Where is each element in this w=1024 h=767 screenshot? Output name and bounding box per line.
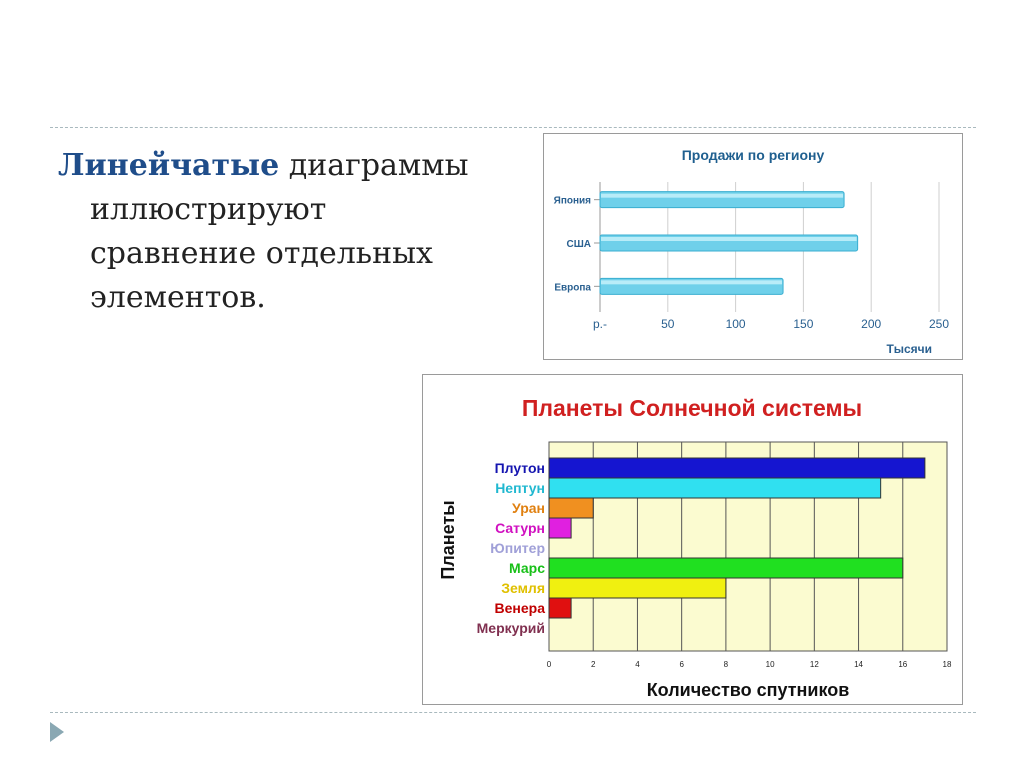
bar — [548, 457, 926, 479]
x-tick-label: 250 — [929, 317, 949, 331]
x-tick-label: 200 — [861, 317, 881, 331]
x-tick-label: 150 — [793, 317, 813, 331]
category-label: Европа — [554, 282, 591, 293]
x-tick-label: 0 — [547, 660, 552, 669]
bar-highlight — [601, 280, 783, 285]
x-tick-label: 14 — [854, 660, 863, 669]
x-axis-label: Тысячи — [887, 342, 932, 356]
sales-by-region-chart: Продажи по региону р.- 50 100 150 200 250 Япони… — [543, 133, 963, 360]
highlight-word: Линейчатые — [58, 148, 280, 183]
sales-chart-svg: Продажи по региону р.- 50 100 150 200 250 Япони… — [554, 147, 950, 356]
x-tick-label: 4 — [635, 660, 640, 669]
bar — [548, 557, 904, 579]
planets-chart-svg: Планеты Солнечной системы 0 2 4 6 8 10 12 14 16 18… — [438, 395, 952, 700]
bar-highlight — [601, 237, 857, 241]
top-divider — [50, 127, 976, 128]
x-tick-label: 12 — [810, 660, 819, 669]
x-tick-label: 2 — [591, 660, 596, 669]
category-label: США — [567, 239, 592, 250]
bar — [548, 597, 572, 619]
text-line-3: сравнение отдельных — [90, 236, 433, 271]
x-tick-label: 16 — [898, 660, 907, 669]
planet-label: Юпитер — [490, 540, 545, 556]
x-tick-label: 18 — [943, 660, 952, 669]
bar — [548, 517, 572, 539]
planet-label: Марс — [509, 560, 545, 576]
x-tick-label: р.- — [593, 317, 607, 331]
planets-chart: Планеты Солнечной системы 0 2 4 6 8 10 12 14 16 18… — [422, 374, 963, 705]
x-tick-label: 6 — [679, 660, 684, 669]
text-line-4: элементов. — [90, 280, 266, 315]
bar — [548, 497, 594, 519]
planet-label: Земля — [501, 580, 545, 596]
x-tick-label: 100 — [726, 317, 746, 331]
next-slide-triangle-icon[interactable] — [50, 722, 64, 742]
bottom-divider — [50, 712, 976, 713]
bar — [548, 477, 882, 499]
chart-title: Продажи по региону — [682, 147, 825, 163]
planet-label: Венера — [495, 600, 546, 616]
chart-title: Планеты Солнечной системы — [522, 395, 862, 421]
x-tick-label: 10 — [766, 660, 775, 669]
planet-label: Плутон — [495, 460, 545, 476]
x-axis-label: Количество спутников — [647, 680, 850, 700]
text-line-2: иллюстрируют — [90, 192, 327, 227]
bar — [548, 577, 727, 599]
planet-label: Нептун — [495, 480, 545, 496]
y-axis-label: Планеты — [438, 500, 458, 579]
slide-text: Линейчатые диаграммы иллюстрируют сравне… — [58, 144, 528, 320]
planet-label: Сатурн — [495, 520, 545, 536]
x-tick-label: 50 — [661, 317, 675, 331]
x-tick-label: 8 — [724, 660, 729, 669]
text-line-1: Линейчатые диаграммы — [58, 148, 469, 183]
bar-highlight — [601, 193, 844, 198]
category-label: Япония — [554, 196, 592, 207]
planet-label: Уран — [512, 500, 545, 516]
planet-label: Меркурий — [477, 620, 545, 636]
